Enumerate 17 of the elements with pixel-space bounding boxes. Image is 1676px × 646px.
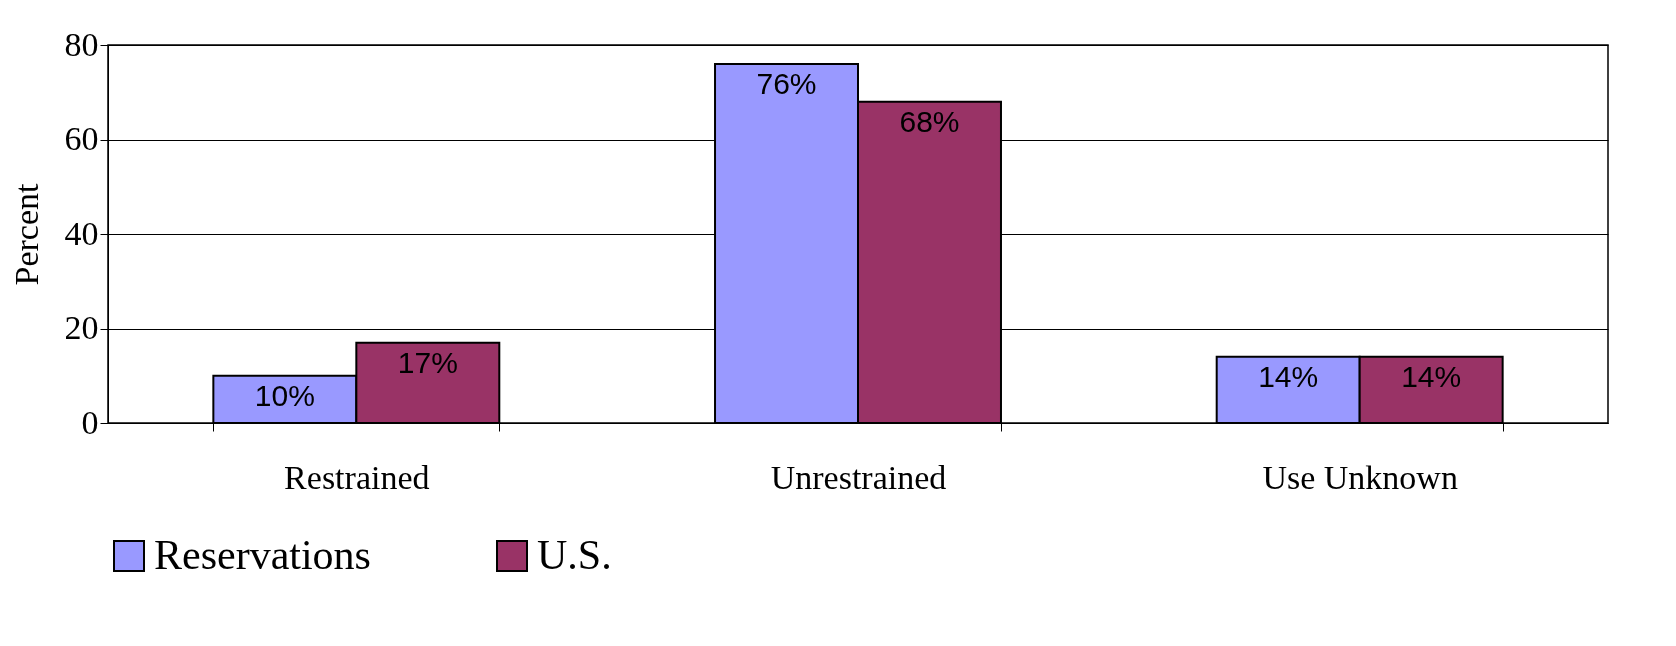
- data-label: 14%: [1258, 359, 1319, 393]
- y-tick-label: 40: [64, 214, 99, 252]
- legend-label: Reservations: [154, 532, 371, 578]
- y-tick-label: 60: [64, 120, 99, 157]
- data-label: 17%: [397, 345, 458, 379]
- data-label: 76%: [756, 66, 817, 100]
- data-label: 68%: [899, 104, 960, 138]
- y-axis-title: Percent: [7, 182, 45, 286]
- x-tick-label: Restrained: [284, 458, 430, 496]
- y-tick-label: 80: [64, 25, 99, 63]
- data-label: 14%: [1401, 359, 1462, 393]
- x-tick-label: Use Unknown: [1262, 458, 1458, 496]
- legend-label: U.S.: [537, 532, 612, 578]
- y-tick-label: 20: [64, 309, 99, 346]
- y-tick-label: 0: [81, 403, 99, 441]
- data-label: 10%: [254, 378, 315, 412]
- x-tick-label: Unrestrained: [770, 458, 947, 496]
